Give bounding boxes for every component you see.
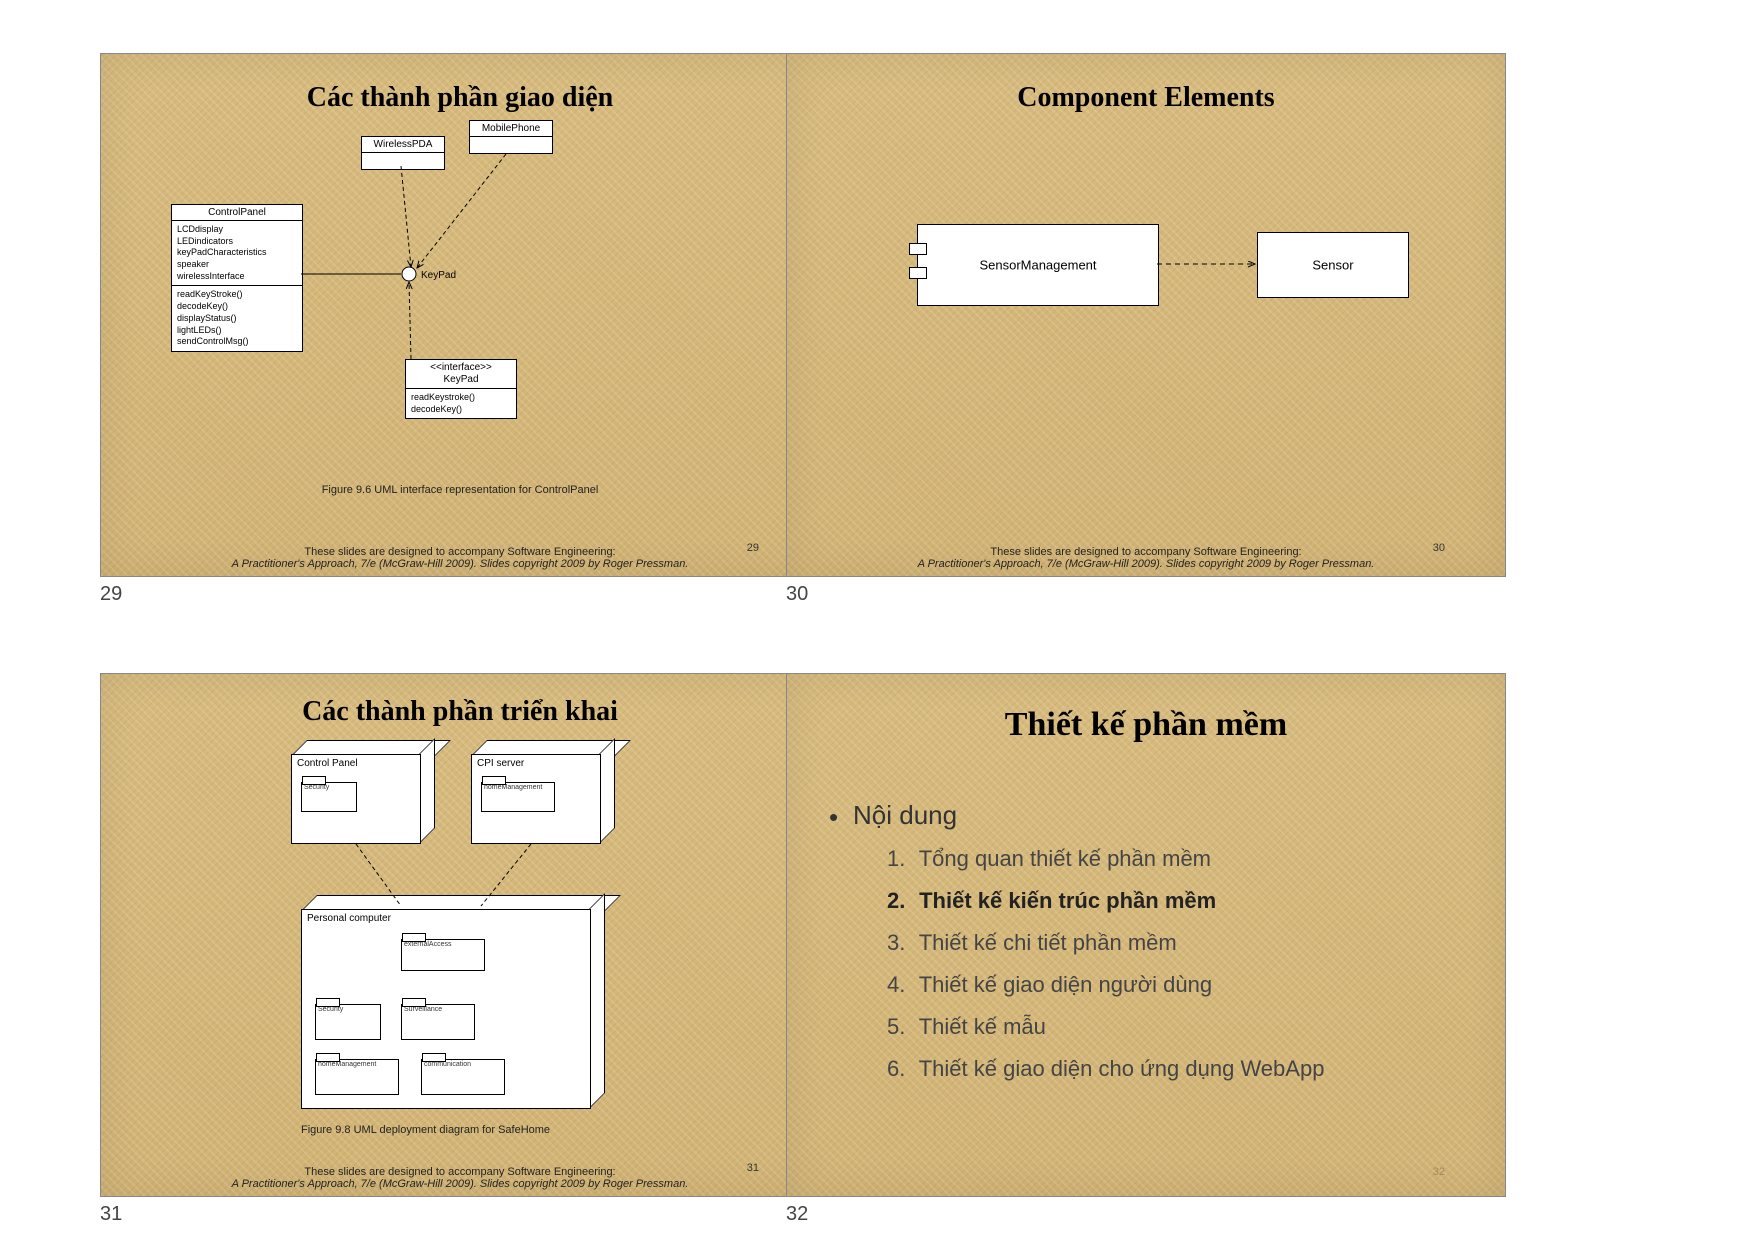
- slot-label-29: 29: [100, 583, 122, 606]
- slide-31-footer: These slides are designed to accompany S…: [101, 1166, 819, 1190]
- footer-line-2: A Practitioner's Approach, 7/e (McGraw-H…: [101, 558, 819, 570]
- slide-31-caption: Figure 9.8 UML deployment diagram for Sa…: [301, 1124, 550, 1136]
- slide-30-footer: These slides are designed to accompany S…: [787, 546, 1505, 570]
- slide-31-pagenum: 31: [747, 1162, 759, 1174]
- toc-heading: Nội dung: [853, 800, 957, 831]
- slot-label-32: 32: [786, 1203, 808, 1226]
- slide-32-title: Thiết kế phần mềm: [787, 706, 1505, 744]
- bullet-icon: •: [829, 802, 838, 833]
- footer-line-2: A Practitioner's Approach, 7/e (McGraw-H…: [101, 1178, 819, 1190]
- slide-29-connectors: KeyPad: [101, 54, 819, 576]
- slide-29-caption: Figure 9.6 UML interface representation …: [101, 484, 819, 496]
- toc-item: 6. Thiết kế giao diện cho ứng dụng WebAp…: [887, 1056, 1324, 1082]
- toc-item: 5. Thiết kế mẫu: [887, 1014, 1046, 1040]
- slide-30: Component Elements SensorManagement Sens…: [786, 53, 1506, 577]
- slide-29-footer: These slides are designed to accompany S…: [101, 546, 819, 570]
- toc-item: 1. Tổng quan thiết kế phần mềm: [887, 846, 1211, 872]
- footer-line-1: These slides are designed to accompany S…: [787, 546, 1505, 558]
- caption-text: Figure 9.6 UML interface representation …: [322, 484, 599, 496]
- footer-line-1: These slides are designed to accompany S…: [101, 1166, 819, 1178]
- slide-32-pagenum: 32: [1433, 1166, 1445, 1178]
- slot-label-30: 30: [786, 583, 808, 606]
- toc-item: 2. Thiết kế kiến trúc phần mềm: [887, 888, 1216, 914]
- slide-32: Thiết kế phần mềm • Nội dung 1. Tổng qua…: [786, 673, 1506, 1197]
- footer-line-2: A Practitioner's Approach, 7/e (McGraw-H…: [787, 558, 1505, 570]
- slide-31-connectors: [101, 674, 819, 1196]
- slide-29: Các thành phần giao diện ControlPanel LC…: [100, 53, 820, 577]
- slide-30-pagenum: 30: [1433, 542, 1445, 554]
- footer-line-1: These slides are designed to accompany S…: [101, 546, 819, 558]
- page: Các thành phần giao diện ControlPanel LC…: [0, 0, 1754, 1239]
- toc-item: 4. Thiết kế giao diện người dùng: [887, 972, 1212, 998]
- slide-31: Các thành phần triển khai Control Panel …: [100, 673, 820, 1197]
- toc-item: 3. Thiết kế chi tiết phần mềm: [887, 930, 1177, 956]
- slide-30-connector: [787, 54, 1505, 576]
- slot-label-31: 31: [100, 1203, 122, 1226]
- keypad-lollipop-label: KeyPad: [421, 270, 456, 281]
- slide-29-pagenum: 29: [747, 542, 759, 554]
